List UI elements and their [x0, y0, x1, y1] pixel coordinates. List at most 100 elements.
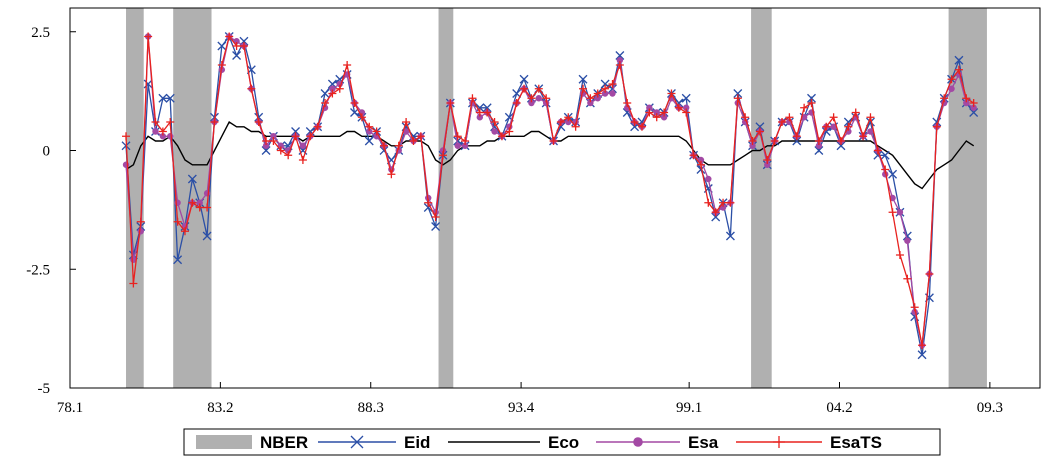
point-esats-55 [527, 94, 536, 103]
y-tick-label: 2.5 [31, 25, 50, 41]
point-esats-51 [497, 132, 506, 141]
point-esats-4 [151, 118, 160, 126]
legend: NBER Eid Eco Esa EsaTS [183, 428, 941, 456]
point-eid-104 [888, 169, 898, 179]
point-esats-56 [534, 84, 543, 93]
point-eid-86 [755, 122, 765, 132]
point-esats-72 [652, 113, 661, 122]
point-esa-94 [815, 142, 823, 149]
point-esats-100 [859, 132, 868, 141]
point-esats-82 [726, 198, 735, 207]
point-esats-106 [903, 274, 912, 283]
point-esats-102 [873, 146, 882, 155]
point-esats-83 [733, 94, 742, 103]
point-esa-43 [439, 147, 447, 154]
point-esa-64 [594, 95, 601, 102]
legend-item-esats: EsaTS [736, 433, 882, 452]
point-eid-108 [917, 350, 927, 360]
point-esats-115 [969, 99, 978, 107]
point-esats-96 [829, 113, 838, 122]
point-esa-45 [454, 142, 461, 149]
point-esats-66 [608, 80, 617, 88]
point-eid-98 [843, 117, 853, 127]
point-esa-11 [203, 190, 211, 197]
point-esats-39 [409, 137, 418, 145]
point-esats-75 [674, 103, 683, 112]
point-esats-71 [645, 108, 654, 117]
point-eid-49 [482, 103, 492, 113]
point-esats-85 [748, 137, 757, 145]
point-esats-3 [144, 32, 153, 41]
point-esa-15 [233, 38, 240, 45]
y-tick-label: -5 [38, 381, 51, 397]
point-esats-88 [770, 137, 779, 145]
point-eid-48 [475, 103, 485, 113]
point-esa-0 [122, 161, 130, 168]
point-esats-69 [630, 118, 639, 126]
point-esats-27 [321, 99, 330, 107]
x-tick-label: 09.3 [977, 400, 1003, 416]
point-esa-4 [152, 128, 159, 135]
point-esats-114 [962, 94, 971, 103]
point-esats-20 [269, 137, 278, 145]
point-esa-50 [491, 128, 498, 135]
point-esats-91 [792, 132, 801, 141]
point-esats-101 [866, 113, 875, 122]
point-esats-63 [586, 94, 595, 103]
point-esats-37 [394, 141, 403, 150]
point-esats-73 [660, 108, 669, 117]
x-tick-label: 83.2 [207, 400, 233, 416]
point-esats-16 [239, 42, 248, 50]
point-eid-42 [431, 222, 441, 231]
point-eid-93 [807, 93, 816, 103]
point-esats-30 [343, 61, 352, 69]
point-esats-99 [851, 108, 860, 117]
point-esa-2 [137, 228, 144, 235]
point-esats-90 [785, 113, 794, 122]
point-esats-87 [763, 156, 772, 164]
series-esa [122, 33, 977, 349]
point-esa-33 [366, 128, 373, 135]
point-eid-5 [158, 93, 168, 103]
point-eid-41 [423, 203, 433, 212]
point-esa-24 [299, 142, 307, 149]
point-esats-32 [357, 113, 366, 122]
point-esa-78 [697, 156, 705, 164]
point-esats-103 [881, 165, 890, 174]
point-esats-19 [262, 137, 271, 145]
legend-marker-esa [633, 437, 643, 447]
point-esats-54 [520, 84, 529, 93]
point-eid-18 [254, 112, 264, 122]
point-eid-82 [725, 231, 735, 241]
point-esats-22 [284, 151, 293, 160]
point-eid-19 [261, 146, 271, 155]
point-esats-112 [947, 75, 956, 84]
point-esats-78 [696, 160, 705, 169]
point-esats-61 [571, 122, 580, 131]
point-eid-33 [364, 136, 374, 146]
point-esa-63 [587, 99, 594, 107]
point-esats-43 [438, 151, 447, 160]
point-esats-86 [755, 127, 764, 136]
point-eid-76 [681, 93, 691, 103]
point-esats-111 [940, 94, 949, 103]
nber-bands [126, 8, 987, 388]
point-esa-96 [830, 123, 837, 130]
point-esats-28 [328, 89, 337, 98]
point-eid-91 [792, 136, 802, 146]
point-esa-5 [159, 133, 167, 140]
point-eid-67 [615, 51, 625, 60]
point-esats-60 [564, 113, 573, 122]
point-esats-31 [350, 99, 359, 107]
point-esa-67 [616, 57, 624, 64]
point-esats-15 [232, 42, 241, 50]
point-eid-113 [954, 55, 964, 65]
point-esats-59 [556, 118, 565, 126]
point-esa-6 [167, 133, 174, 140]
nber-band-3 [751, 8, 772, 388]
point-esats-5 [158, 127, 167, 136]
point-esats-65 [601, 84, 610, 93]
point-esats-110 [932, 122, 941, 131]
point-eid-94 [814, 146, 824, 155]
